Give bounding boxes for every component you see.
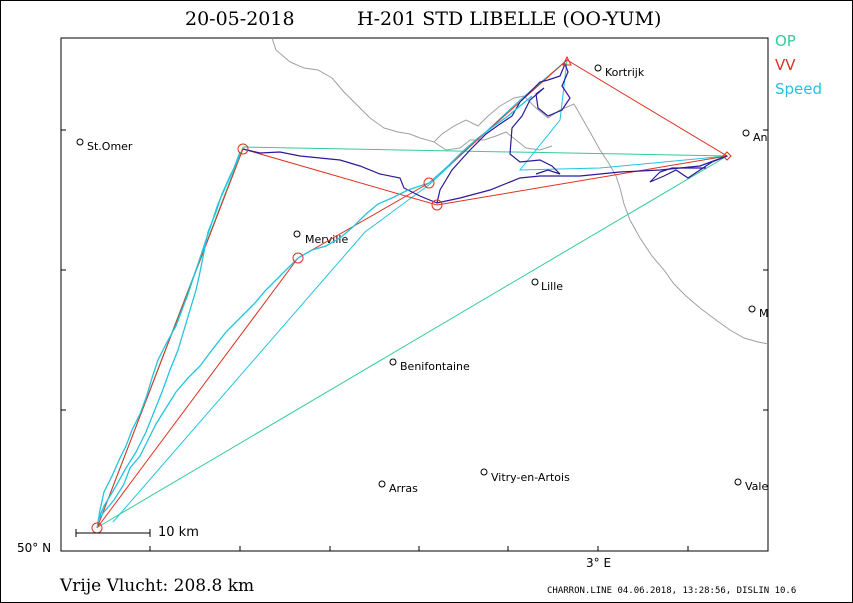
flight-track-main — [242, 148, 728, 204]
legend-op: OP — [775, 32, 796, 50]
scale-bar — [75, 529, 151, 537]
city-marker-arras — [378, 480, 386, 488]
speed-route — [112, 58, 728, 523]
city-label-vale: Vale — [745, 480, 768, 493]
city-marker-vale — [734, 478, 742, 486]
axis-ticks — [61, 129, 768, 551]
city-marker-vitry — [480, 468, 488, 476]
plot-area — [60, 37, 769, 552]
longitude-label: 3° E — [586, 556, 612, 570]
turnpoint-3 — [423, 177, 435, 189]
country-border-2 — [433, 131, 553, 151]
city-marker-lille — [531, 278, 539, 286]
city-label-arras: Arras — [389, 482, 418, 495]
country-border — [271, 37, 769, 345]
city-marker-an — [742, 129, 750, 137]
city-label-kortrijk: Kortrijk — [605, 66, 645, 79]
footer-credit: CHARRON.LINE 04.06.2018, 13:28:56, DISLI… — [547, 586, 797, 596]
city-marker-kortrijk — [594, 64, 602, 72]
city-marker-m — [748, 305, 756, 313]
city-markers — [76, 64, 756, 488]
turnpoint-4 — [292, 252, 304, 264]
flight-track-east — [649, 155, 728, 183]
legend-speed: Speed — [775, 80, 823, 98]
city-label-an: An — [753, 131, 768, 144]
turnpoint-north-triangle — [562, 55, 572, 66]
legend-vv: VV — [775, 56, 796, 74]
city-label-benifontaine: Benifontaine — [400, 360, 470, 373]
city-marker-merville — [293, 230, 301, 238]
glider-title: H-201 STD LIBELLE (OO-YUM) — [357, 8, 662, 30]
city-label-lille: Lille — [541, 280, 563, 293]
latitude-label: 50° N — [17, 541, 52, 555]
city-marker-stomer — [76, 138, 84, 146]
city-label-vitry: Vitry-en-Artois — [491, 471, 570, 484]
city-label-merville: Merville — [305, 233, 348, 246]
distance-summary: Vrije Vlucht: 208.8 km — [60, 576, 255, 596]
turnpoint-2 — [431, 199, 443, 211]
turnpoint-east-diamond — [722, 151, 732, 161]
city-label-stomer: St.Omer — [87, 140, 133, 153]
vv-route — [96, 59, 729, 529]
speed-track — [96, 95, 533, 529]
turnpoint-1 — [237, 143, 249, 155]
city-label-m: M — [759, 307, 769, 320]
op-route — [96, 146, 729, 529]
scale-bar-label: 10 km — [158, 525, 199, 540]
flight-date: 20-05-2018 — [185, 8, 295, 30]
city-marker-benifontaine — [389, 358, 397, 366]
flight-track-north — [436, 62, 571, 204]
